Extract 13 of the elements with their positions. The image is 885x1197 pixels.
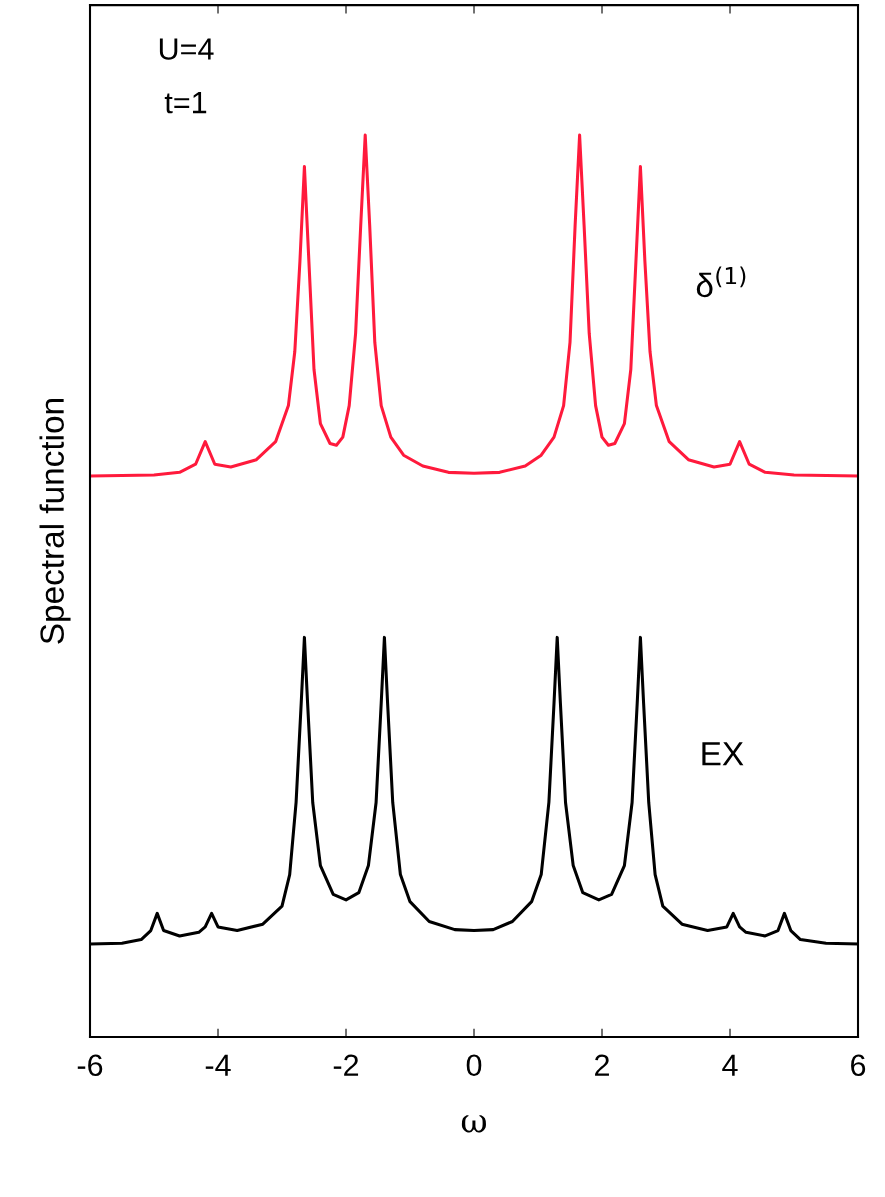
text: t=1 [164, 92, 207, 114]
series-label: EX [702, 742, 744, 766]
x-tick-label: 4 [722, 1054, 738, 1076]
x-axis-title: ω [461, 1115, 486, 1133]
x-tick-label: 2 [595, 1054, 609, 1076]
x-tick-label: 0 [466, 1054, 482, 1077]
x-tick-label: 6 [851, 1054, 866, 1077]
y-axis-title: Spectral function [39, 399, 71, 644]
x-tick-label: -6 [77, 1054, 103, 1077]
series-label: δ$^{(1)}$ [696, 266, 746, 298]
x-tick-label: -2 [333, 1054, 359, 1076]
x-tick-label: -4 [205, 1054, 231, 1076]
text: U=4 [159, 38, 214, 60]
